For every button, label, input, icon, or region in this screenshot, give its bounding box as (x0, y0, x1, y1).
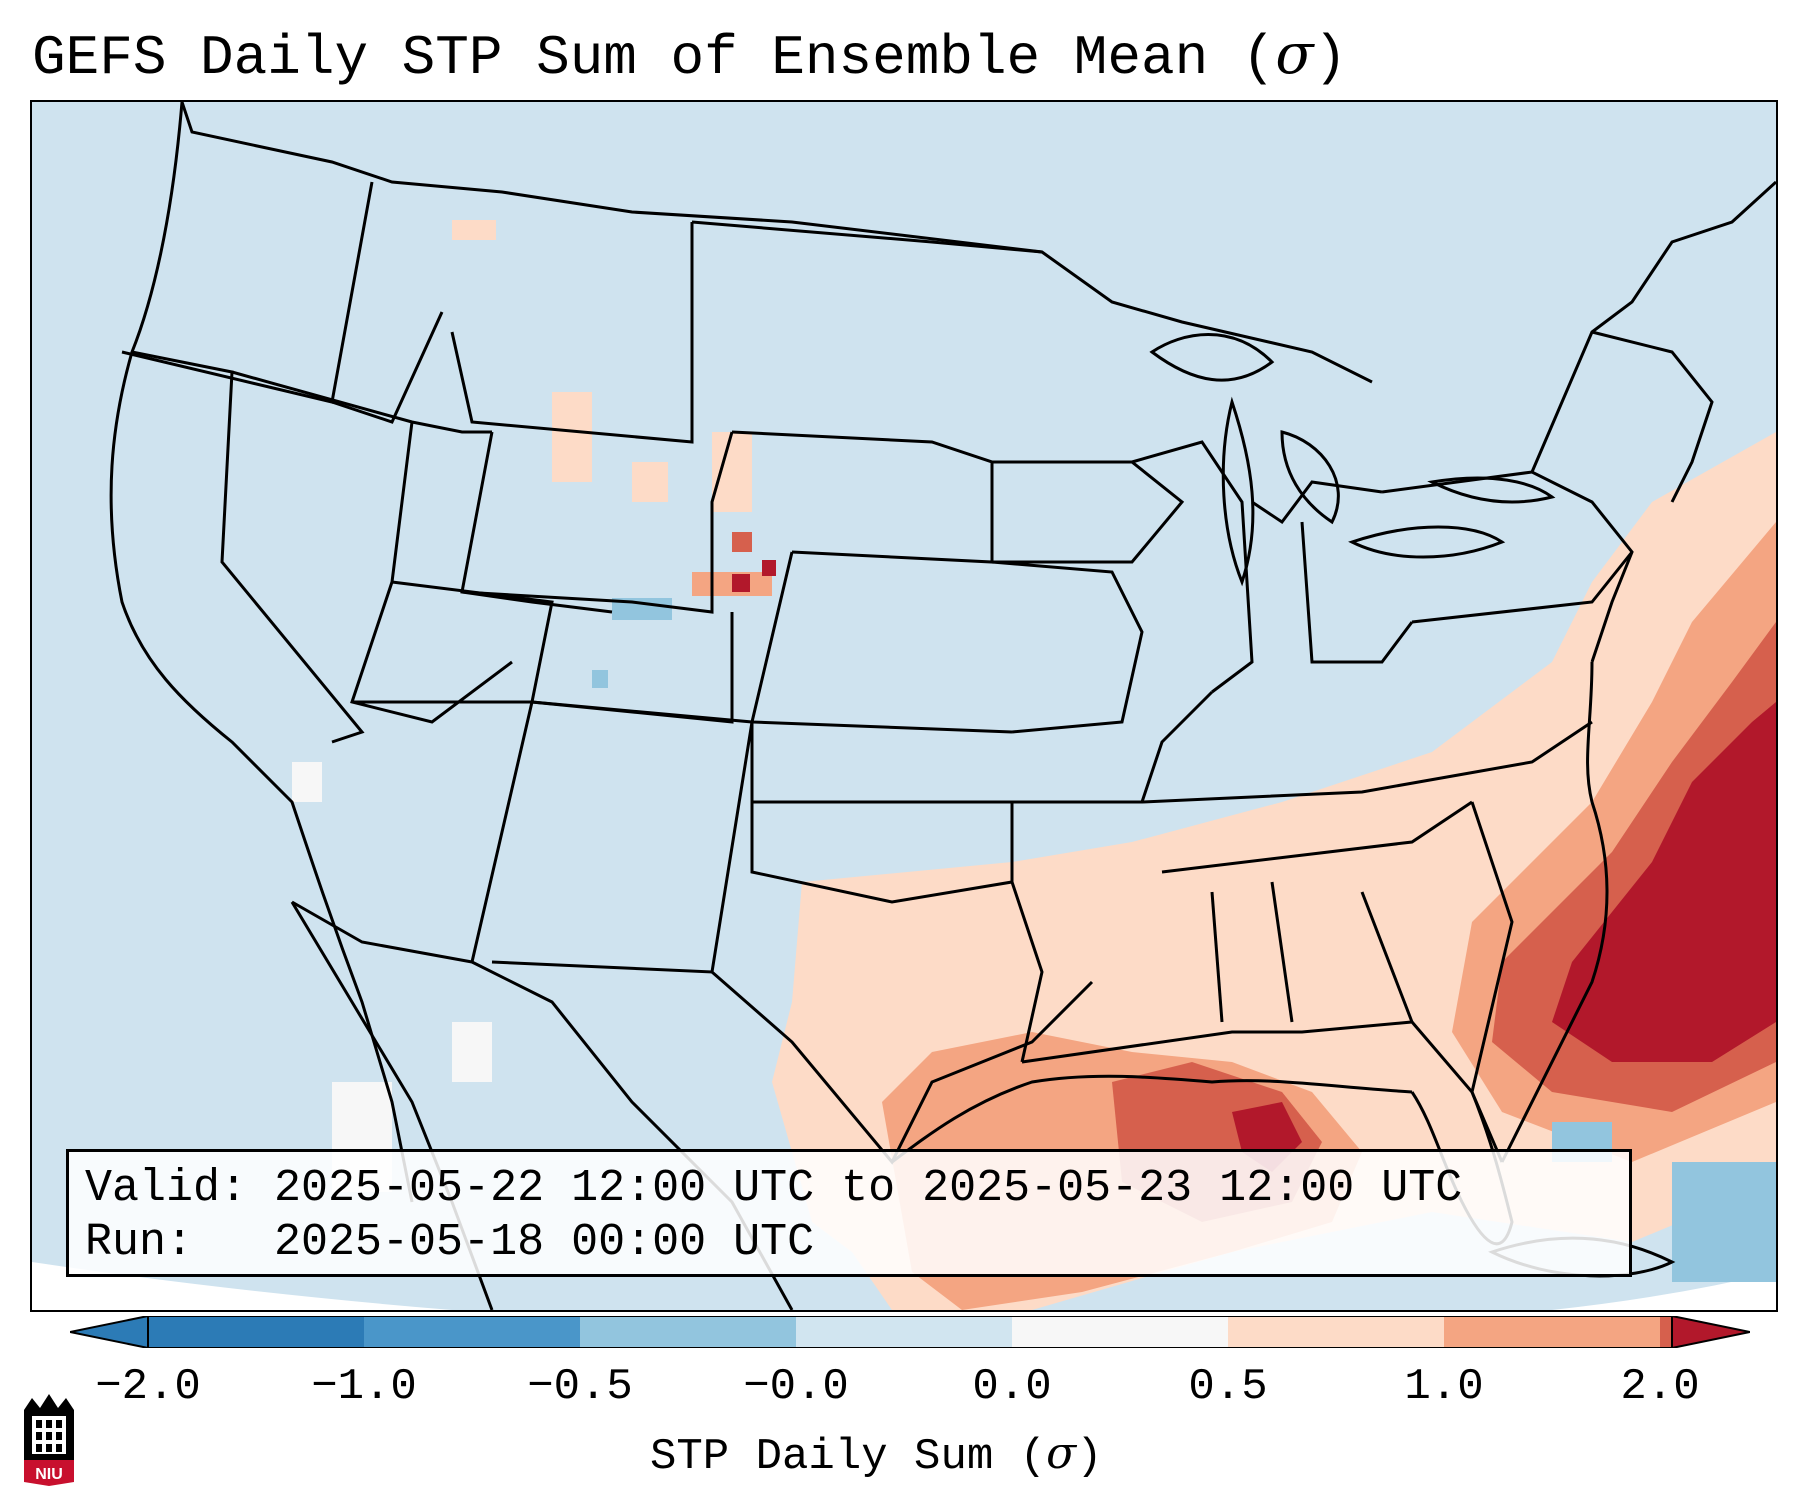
colorbar-segment (148, 1316, 364, 1348)
colorbar-segment (1228, 1316, 1444, 1348)
colorbar-tick-label: −1.0 (311, 1362, 417, 1412)
colorbar-tick-label: 0.0 (972, 1362, 1052, 1412)
stp-shading (292, 220, 1776, 1310)
colorbar-segment (1660, 1316, 1672, 1348)
sigma-symbol: σ (1275, 22, 1314, 87)
colorbar-tick-label: −0.5 (527, 1362, 633, 1412)
projection-edge-right (1552, 1272, 1776, 1310)
colorbar-tick-label: −2.0 (95, 1362, 201, 1412)
valid-run-info-box: Valid: 2025-05-22 12:00 UTC to 2025-05-2… (66, 1149, 1632, 1277)
projection-edge (32, 1262, 452, 1310)
colorbar-segment (580, 1316, 796, 1348)
colorbar-extend-high (1671, 1316, 1750, 1348)
niu-logo-icon: NIU (24, 1394, 74, 1486)
valid-time-text: Valid: 2025-05-22 12:00 UTC to 2025-05-2… (85, 1163, 1463, 1214)
colorbar-outline (147, 1316, 1673, 1348)
colorbar-extend-low (70, 1316, 149, 1348)
political-boundaries (109, 102, 1776, 1310)
colorbar-segment (1444, 1316, 1660, 1348)
colorbar-segment (796, 1316, 1012, 1348)
map-panel[interactable] (30, 100, 1778, 1312)
sigma-symbol: σ (1046, 1428, 1077, 1479)
niu-logo-text: NIU (35, 1466, 63, 1483)
map-title: GEFS Daily STP Sum of Ensemble Mean (σ) (32, 22, 1348, 90)
colorbar-segment (364, 1316, 580, 1348)
map-svg (32, 102, 1776, 1310)
colorbar (70, 1316, 1750, 1348)
colorbar-tick-label: 0.5 (1188, 1362, 1268, 1412)
colorbar-tick-label: 1.0 (1404, 1362, 1484, 1412)
colorbar-tick-label: 2.0 (1620, 1362, 1700, 1412)
run-time-text: Run: 2025-05-18 00:00 UTC (85, 1217, 815, 1268)
colorbar-segment (1012, 1316, 1228, 1348)
colorbar-tick-label: −0.0 (743, 1362, 849, 1412)
colorbar-label: STP Daily Sum (σ) (650, 1428, 1103, 1482)
